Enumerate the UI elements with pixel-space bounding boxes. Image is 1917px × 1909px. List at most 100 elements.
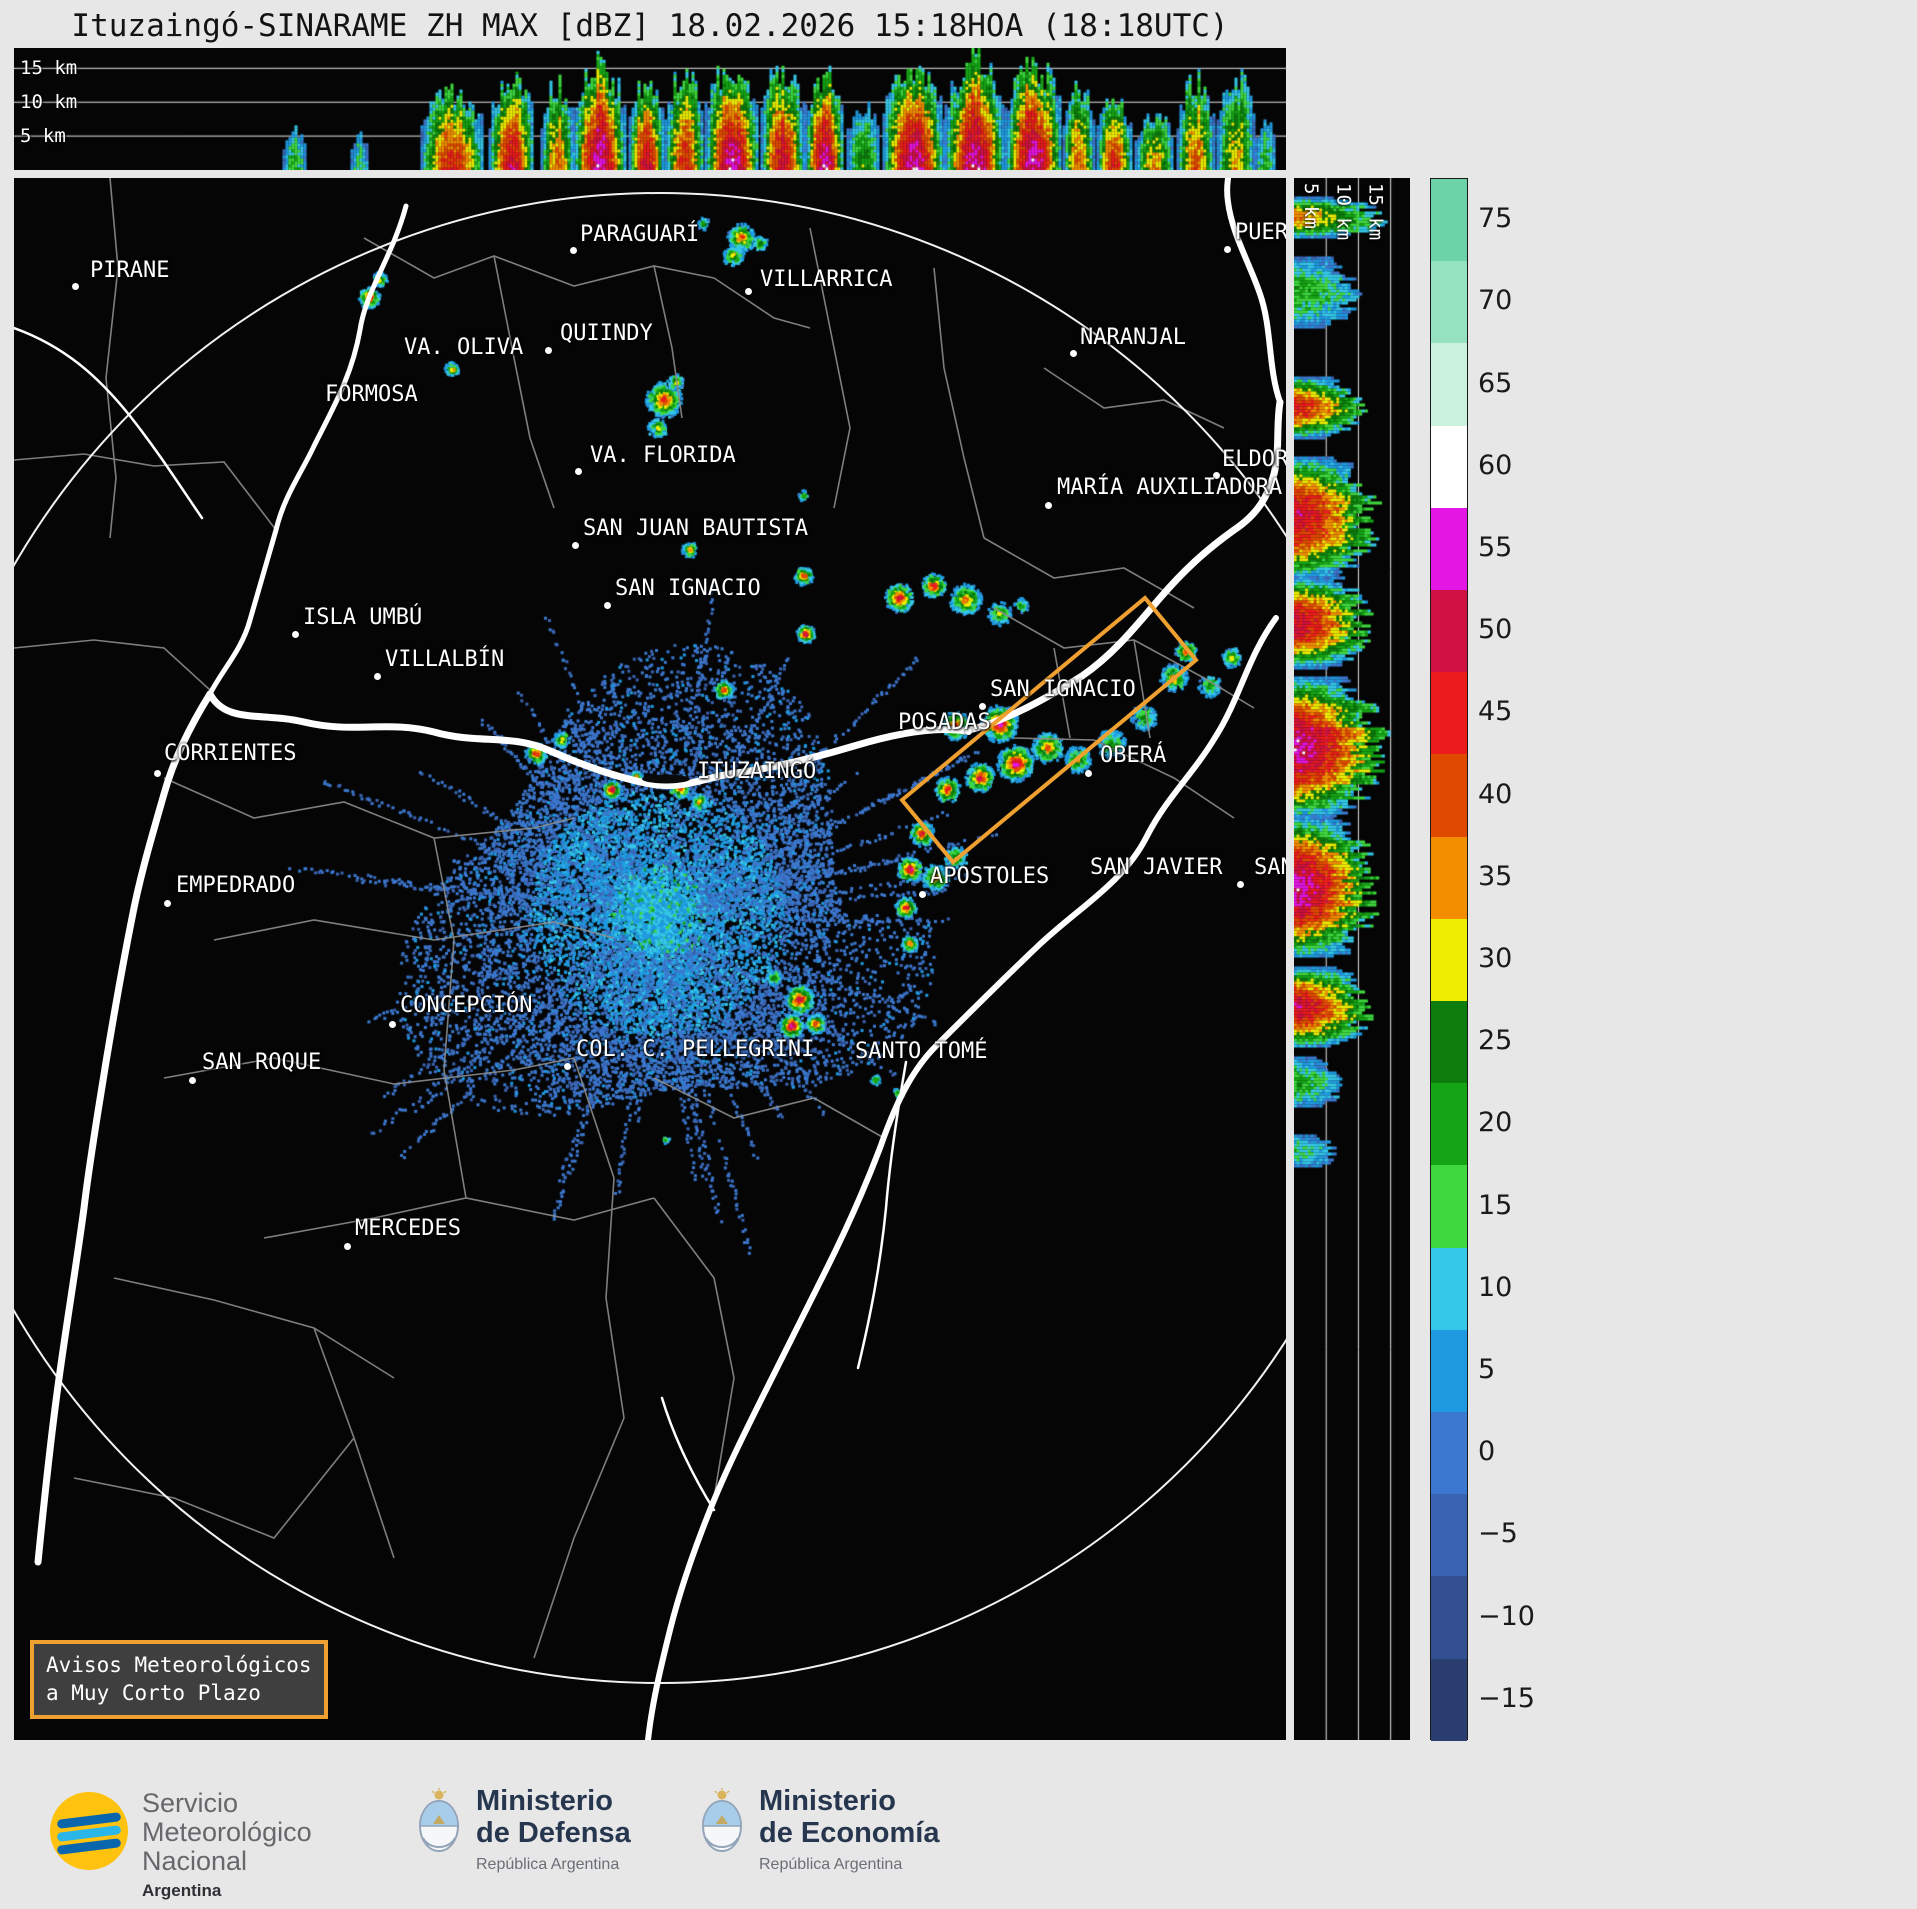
colorbar-tick-label: 15	[1478, 1189, 1513, 1221]
city-dot	[745, 288, 752, 295]
height-label: 10 km	[20, 91, 78, 114]
colorbar-tick-label: 60	[1478, 449, 1513, 481]
colorbar-tick-label: 65	[1478, 367, 1513, 399]
smn-country: Argentina	[142, 1880, 222, 1900]
city-label: SAN JAVIER	[1090, 855, 1223, 880]
city-dot	[1045, 502, 1052, 509]
ministry-line2: de Economía	[759, 1816, 940, 1849]
radar-map-panel: PIRANE PARAGUARÍ VILLARRICA QUIINDY VA. OLIV…	[14, 178, 1286, 1740]
smn-line2: Meteorológico	[142, 1816, 312, 1847]
ministry-sub: República Argentina	[759, 1855, 903, 1873]
city-label: SANTO TOMÉ	[855, 1039, 988, 1064]
colorbar-segment	[1431, 1329, 1467, 1413]
colorbar-tick-label: 35	[1478, 860, 1513, 892]
height-label: 5 km	[20, 125, 66, 148]
city-label: SAN ROQUE	[202, 1050, 322, 1075]
city-label: FORMOSA	[325, 382, 418, 407]
ministry-line1: Ministerio	[759, 1785, 896, 1817]
city-dot	[575, 468, 582, 475]
city-dot	[572, 542, 579, 549]
warning-line-2: a Muy Corto Plazo	[46, 1681, 261, 1706]
ministry-sub: República Argentina	[476, 1855, 620, 1873]
city-dot	[344, 1243, 351, 1250]
smn-logo-text: Servicio Meteorológico Nacional Argentin…	[142, 1789, 312, 1901]
colorbar-segment	[1431, 1001, 1467, 1084]
ministry-name: Ministerio de Economía	[759, 1785, 940, 1850]
city-label: MERCEDES	[355, 1216, 461, 1241]
colorbar-segment	[1431, 425, 1467, 508]
ministry-line2: de Defensa	[476, 1816, 631, 1849]
city-label: SAN JUAN BAUTISTA	[583, 516, 809, 541]
colorbar-tick-label: 20	[1478, 1107, 1513, 1139]
city-label: SAN IGNACIO	[615, 576, 761, 601]
city-dot	[72, 283, 79, 290]
colorbar-segment	[1431, 672, 1467, 755]
smn-name: Servicio Meteorológico Nacional	[142, 1789, 312, 1876]
city-label: PARAGUARÍ	[580, 222, 700, 247]
colorbar-tick-label: 70	[1478, 285, 1513, 317]
colorbar-tick-label: 5	[1478, 1354, 1496, 1386]
product-title: Ituzaingó-SINARAME ZH MAX [dBZ] 18.02.20…	[71, 8, 1229, 44]
city-label: VILLARRICA	[760, 267, 893, 292]
city-label: OBERÁ	[1100, 743, 1167, 768]
city-label: CORRIENTES	[164, 741, 297, 766]
colorbar-tick-label: 50	[1478, 614, 1513, 646]
right-cross-section-panel: 5 km 10 km 15 km	[1294, 178, 1410, 1740]
ministry-economia-logo: Ministerio de Economía República Argenti…	[695, 1785, 940, 1874]
city-label: ITUZAINGÓ	[697, 759, 817, 784]
colorbar-segment	[1431, 1576, 1467, 1659]
colorbar-segment	[1431, 836, 1467, 919]
top-cross-section-canvas	[14, 48, 1286, 170]
city-dot	[564, 1063, 571, 1070]
colorbar-segment	[1431, 1412, 1467, 1495]
city-dot	[1070, 350, 1077, 357]
colorbar-segment	[1431, 261, 1467, 344]
colorbar-segment	[1431, 179, 1467, 262]
city-label: SAN	[1254, 855, 1286, 880]
warning-line-1: Avisos Meteorológicos	[46, 1653, 312, 1677]
ministry-line1: Ministerio	[476, 1785, 613, 1817]
city-dot	[292, 631, 299, 638]
top-cross-section-panel: 15 km 10 km 5 km	[14, 48, 1286, 170]
city-label: NARANJAL	[1080, 325, 1186, 350]
city-dot	[979, 703, 986, 710]
footer	[0, 1740, 1917, 1909]
city-label: ELDORADO	[1222, 447, 1286, 472]
coat-of-arms-icon	[702, 1788, 742, 1852]
height-label: 5 km	[1300, 183, 1323, 229]
warning-box: Avisos Meteorológicos a Muy Corto Plazo	[30, 1640, 328, 1719]
city-dot	[1237, 881, 1244, 888]
smn-line3: Nacional	[142, 1845, 248, 1876]
colorbar-tick-label: 40	[1478, 778, 1513, 810]
city-label: MARÍA AUXILIADORA	[1057, 475, 1283, 500]
city-dot	[545, 347, 552, 354]
colorbar-segment	[1431, 754, 1467, 837]
city-label: ISLA UMBÚ	[303, 605, 423, 630]
colorbar-segment	[1431, 918, 1467, 1002]
colorbar-tick-label: −15	[1478, 1682, 1535, 1714]
city-dot	[604, 602, 611, 609]
city-label: VA. FLORIDA	[590, 443, 736, 468]
height-label: 10 km	[1332, 183, 1355, 241]
colorbar-tick-label: −10	[1478, 1600, 1535, 1632]
smn-logo-icon	[50, 1792, 128, 1870]
right-cross-section-canvas	[1294, 178, 1410, 1740]
colorbar-tick-label: 25	[1478, 1025, 1513, 1057]
city-label: SAN IGNACIO	[990, 677, 1136, 702]
ministry-defensa-logo: Ministerio de Defensa República Argentin…	[412, 1785, 631, 1874]
city-label: VILLALBÍN	[385, 647, 505, 672]
city-label: PIRANE	[90, 258, 170, 283]
colorbar-tick-label: 30	[1478, 943, 1513, 974]
city-dot	[154, 770, 161, 777]
colorbar-segment	[1431, 1494, 1467, 1577]
city-label: COL. C. PELLEGRINI	[576, 1037, 815, 1062]
colorbar-segment	[1431, 1247, 1467, 1330]
colorbar-tick-label: 55	[1478, 531, 1513, 563]
city-label: PUERTO	[1235, 220, 1286, 245]
city-dot	[189, 1077, 196, 1084]
colorbar-tick-label: 10	[1478, 1271, 1513, 1303]
city-dot	[1224, 246, 1231, 253]
colorbar-segment	[1431, 1658, 1467, 1741]
city-label: QUIINDY	[560, 321, 653, 346]
